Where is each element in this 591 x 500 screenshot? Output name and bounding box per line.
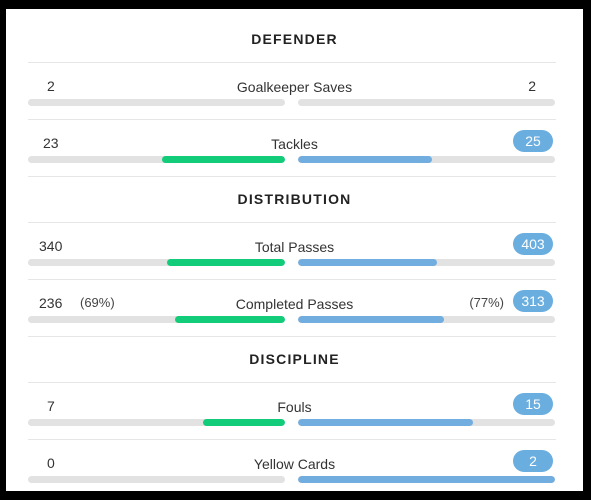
home-value: 236 <box>39 295 63 311</box>
home-bar-track <box>28 259 285 266</box>
away-percentage: (77%) <box>469 295 504 310</box>
home-percentage: (69%) <box>80 295 115 310</box>
divider <box>28 336 556 337</box>
home-value: 7 <box>47 398 55 414</box>
home-bar-fill <box>202 419 285 426</box>
home-bar-track <box>28 419 285 426</box>
away-bar-track <box>298 99 555 106</box>
home-bar-track <box>28 156 285 163</box>
away-bar-track <box>298 259 555 266</box>
stat-label: Goalkeeper Saves <box>236 79 353 95</box>
match-stats-card: DEFENDER 2 Goalkeeper Saves 2 23 Tackles… <box>6 9 583 491</box>
divider <box>28 119 556 120</box>
stat-label: Fouls <box>277 399 312 415</box>
away-value-badge: 313 <box>513 290 553 312</box>
home-value: 23 <box>43 135 59 151</box>
home-bar-fill <box>161 156 285 163</box>
stat-row-total-passes: 340 Total Passes 403 <box>6 231 583 287</box>
divider <box>28 279 556 280</box>
away-bar-fill <box>298 419 473 426</box>
stat-row-goalkeeper-saves: 2 Goalkeeper Saves 2 <box>6 71 583 127</box>
away-bar-fill <box>298 259 437 266</box>
stat-label: Yellow Cards <box>253 456 336 472</box>
section-title-discipline: DISCIPLINE <box>249 351 340 367</box>
home-bar-track <box>28 99 285 106</box>
stat-label: Total Passes <box>254 239 335 255</box>
away-value-badge: 15 <box>513 393 553 415</box>
stat-label: Tackles <box>271 136 318 152</box>
stat-row-fouls: 7 Fouls 15 <box>6 391 583 447</box>
away-bar-track <box>298 156 555 163</box>
home-value: 0 <box>47 455 55 471</box>
home-bar-track <box>28 476 285 483</box>
section-title-distribution: DISTRIBUTION <box>237 191 352 207</box>
divider <box>28 439 556 440</box>
away-value: 2 <box>528 78 536 94</box>
home-value: 2 <box>47 78 55 94</box>
divider <box>28 176 556 177</box>
away-bar-fill <box>298 476 555 483</box>
stat-row-tackles: 23 Tackles 25 <box>6 128 583 184</box>
home-bar-track <box>28 316 285 323</box>
section-title-defender: DEFENDER <box>251 31 338 47</box>
home-bar-fill <box>174 316 285 323</box>
away-value-badge: 403 <box>513 233 553 255</box>
away-bar-track <box>298 316 555 323</box>
stat-row-yellow-cards: 0 Yellow Cards 2 <box>6 448 583 491</box>
stat-label: Completed Passes <box>235 296 354 312</box>
stat-row-completed-passes: 236 (69%) Completed Passes (77%) 313 <box>6 288 583 344</box>
divider <box>28 382 556 383</box>
away-bar-fill <box>298 316 445 323</box>
away-bar-track <box>298 419 555 426</box>
divider <box>28 222 556 223</box>
divider <box>28 62 556 63</box>
home-bar-fill <box>166 259 285 266</box>
away-value-badge: 2 <box>513 450 553 472</box>
away-bar-track <box>298 476 555 483</box>
home-value: 340 <box>39 238 63 254</box>
away-value-badge: 25 <box>513 130 553 152</box>
away-bar-fill <box>298 156 432 163</box>
